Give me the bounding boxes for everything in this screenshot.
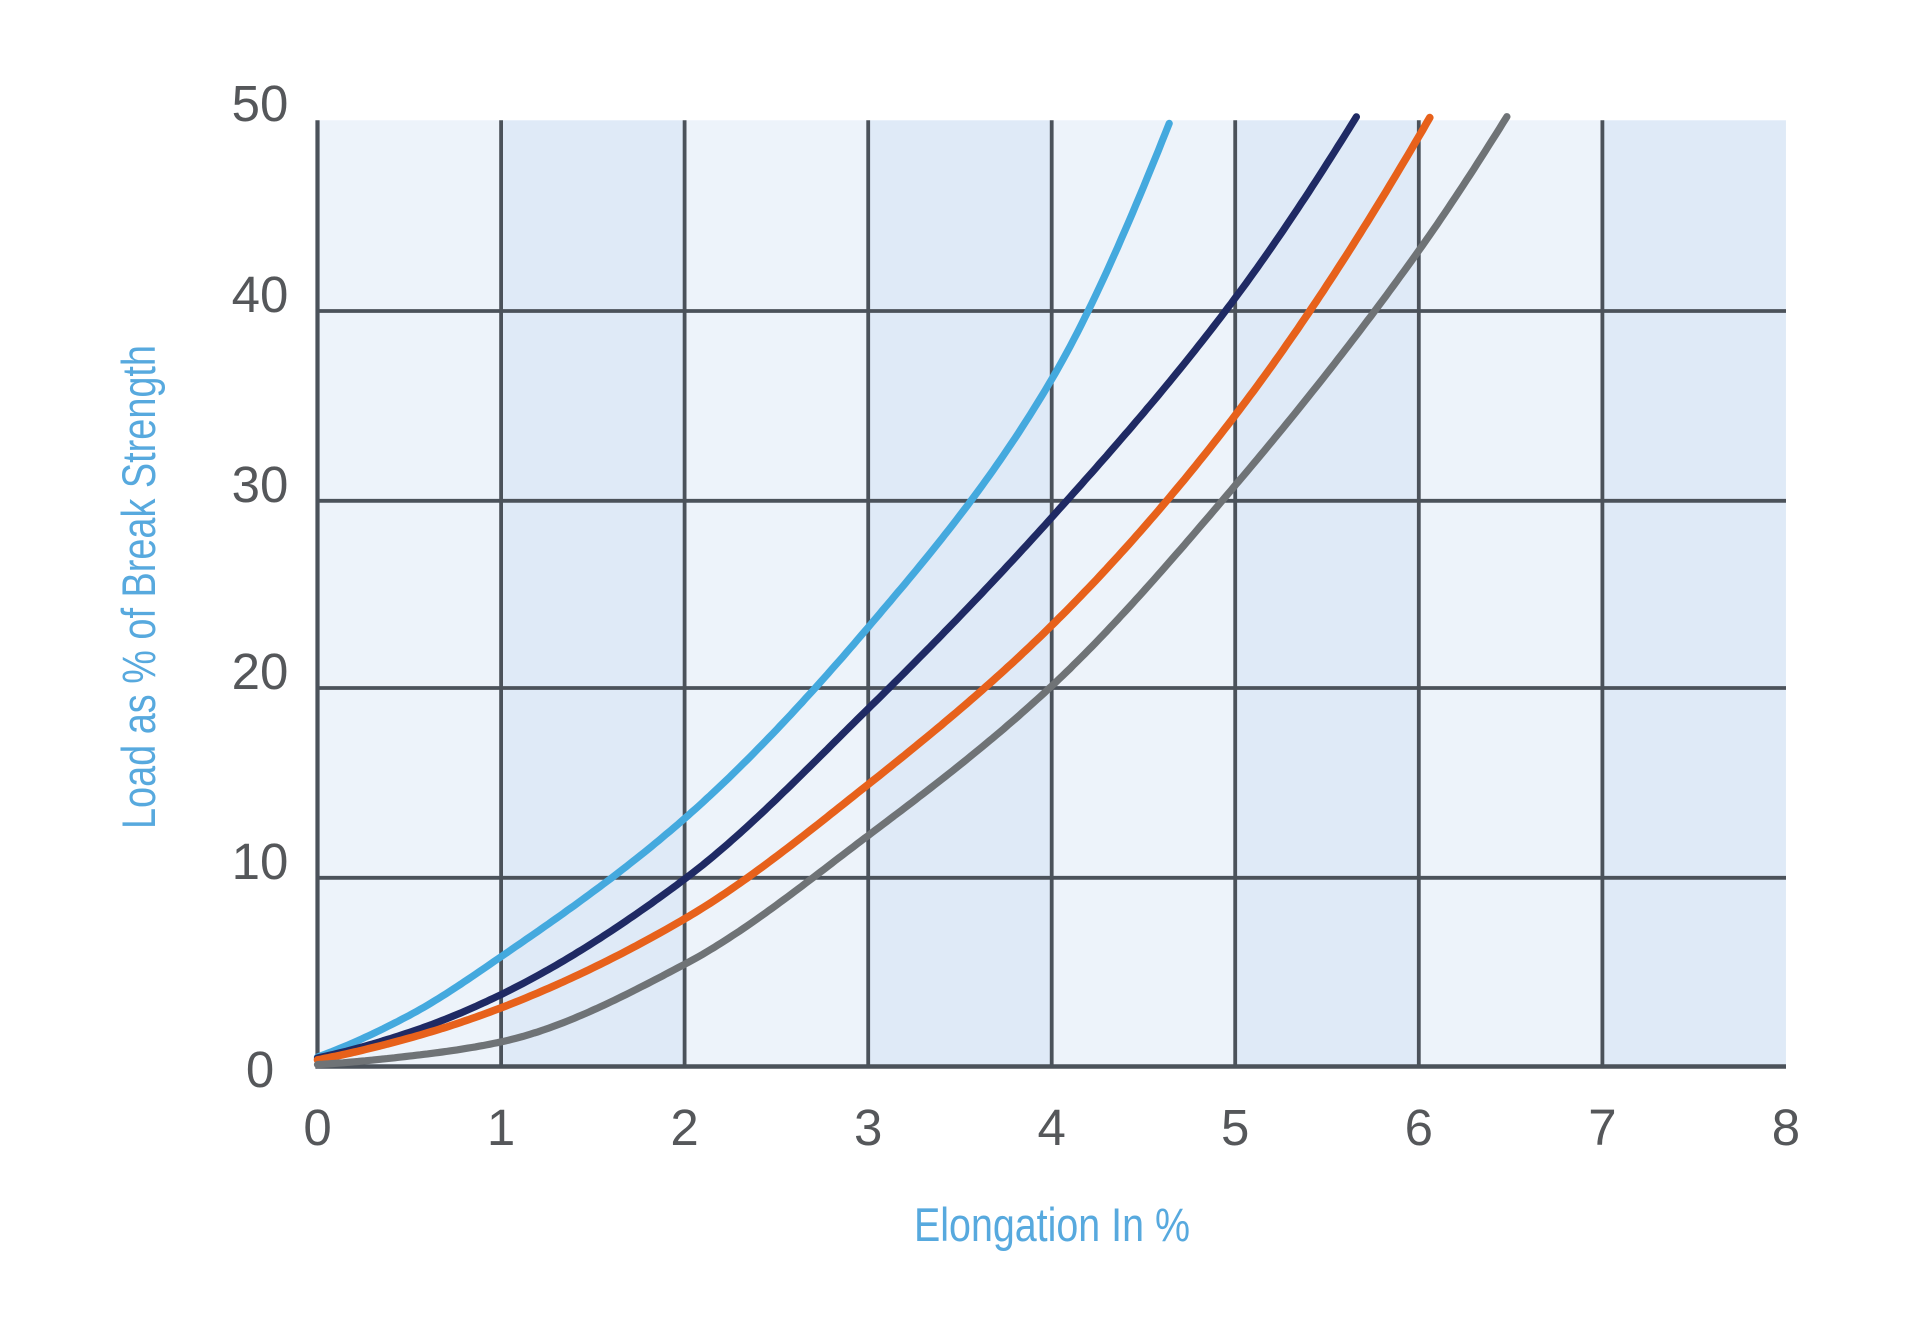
- svg-text:1: 1: [487, 1099, 515, 1156]
- svg-text:Load as % of Break Strength: Load as % of Break Strength: [112, 345, 165, 829]
- svg-text:8: 8: [1772, 1099, 1800, 1156]
- svg-text:Elongation In %: Elongation In %: [914, 1198, 1190, 1251]
- svg-text:4: 4: [1038, 1099, 1066, 1156]
- svg-text:0: 0: [246, 1041, 274, 1098]
- svg-text:20: 20: [232, 643, 289, 700]
- svg-text:40: 40: [232, 266, 289, 323]
- svg-text:30: 30: [232, 456, 289, 513]
- svg-text:50: 50: [232, 75, 289, 132]
- svg-text:5: 5: [1221, 1099, 1249, 1156]
- svg-text:3: 3: [854, 1099, 882, 1156]
- svg-text:10: 10: [232, 833, 289, 890]
- svg-text:7: 7: [1588, 1099, 1616, 1156]
- svg-text:2: 2: [670, 1099, 698, 1156]
- svg-text:0: 0: [303, 1099, 331, 1156]
- svg-text:6: 6: [1405, 1099, 1433, 1156]
